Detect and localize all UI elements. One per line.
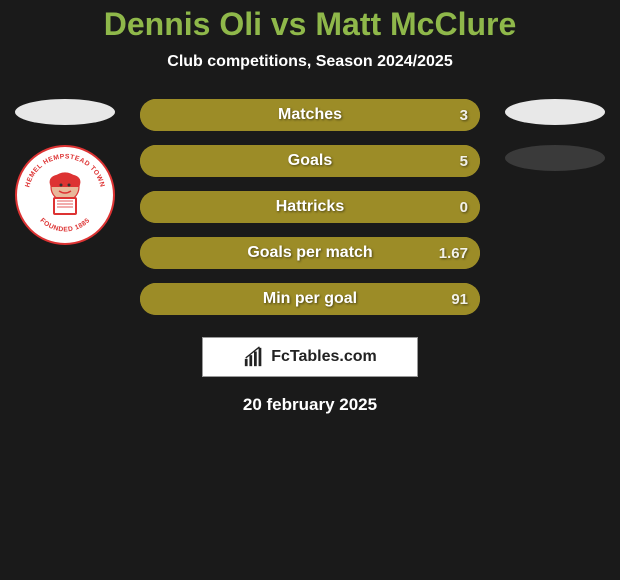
- club-badge-text: HEMEL HEMPSTEAD TOWN FOUNDED 1885: [17, 147, 113, 243]
- player-photo-placeholder-left: [15, 99, 115, 125]
- brand-text: FcTables.com: [271, 348, 377, 366]
- stat-label: Goals: [288, 152, 332, 170]
- brand-box[interactable]: FcTables.com: [202, 337, 418, 377]
- club-badge-placeholder-right: [505, 145, 605, 171]
- stat-label: Hattricks: [276, 198, 344, 216]
- stat-label: Min per goal: [263, 290, 357, 308]
- stat-row: Hattricks 0: [140, 191, 480, 223]
- player-photo-placeholder-right: [505, 99, 605, 125]
- stat-value-right: 1.67: [439, 245, 468, 262]
- stat-value-right: 91: [451, 291, 468, 308]
- svg-text:HEMEL HEMPSTEAD TOWN: HEMEL HEMPSTEAD TOWN: [24, 153, 105, 188]
- stats-rows: Matches 3 Goals 5 Hattricks 0 Goals per match 1…: [140, 99, 480, 315]
- date-label: 20 february 2025: [0, 395, 620, 415]
- stat-row: Goals 5: [140, 145, 480, 177]
- stat-label: Matches: [278, 106, 342, 124]
- svg-text:FOUNDED 1885: FOUNDED 1885: [39, 217, 92, 233]
- left-player-column: HEMEL HEMPSTEAD TOWN FOUNDED 1885: [10, 99, 120, 245]
- stat-value-right: 0: [460, 199, 468, 216]
- right-player-column: [500, 99, 610, 191]
- stat-row: Min per goal 91: [140, 283, 480, 315]
- content-area: HEMEL HEMPSTEAD TOWN FOUNDED 1885 Matche…: [0, 99, 620, 415]
- stat-row: Matches 3: [140, 99, 480, 131]
- stat-row: Goals per match 1.67: [140, 237, 480, 269]
- stat-label: Goals per match: [247, 244, 372, 262]
- stat-value-right: 5: [460, 153, 468, 170]
- comparison-widget: Dennis Oli vs Matt McClure Club competit…: [0, 0, 620, 415]
- club-badge-left: HEMEL HEMPSTEAD TOWN FOUNDED 1885: [15, 145, 115, 245]
- page-title: Dennis Oli vs Matt McClure: [0, 6, 620, 43]
- subtitle: Club competitions, Season 2024/2025: [0, 53, 620, 71]
- stat-value-right: 3: [460, 107, 468, 124]
- chart-icon: [243, 346, 265, 368]
